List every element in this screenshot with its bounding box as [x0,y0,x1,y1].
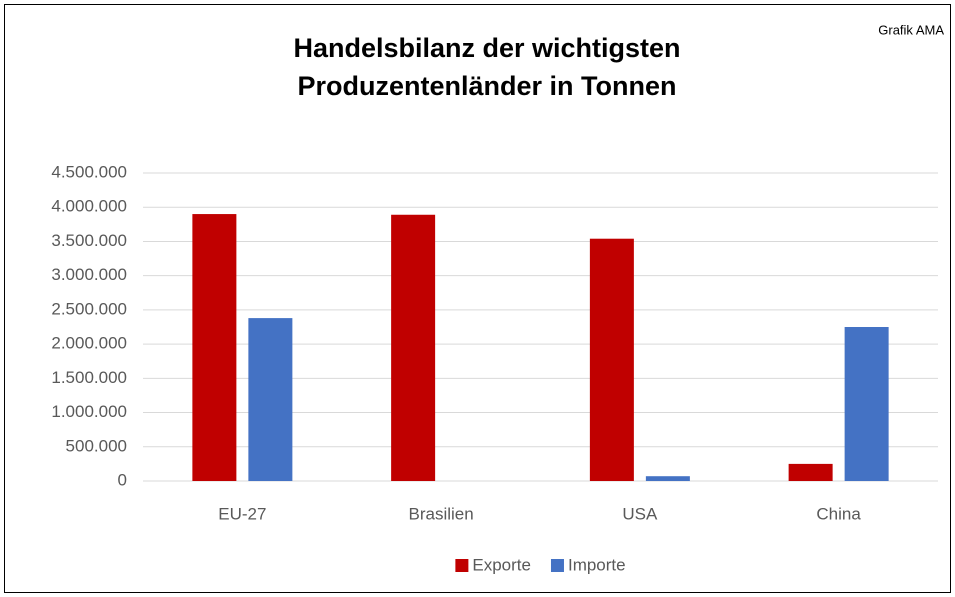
x-tick-label: China [816,504,861,523]
y-tick-label: 2.000.000 [51,334,127,353]
y-tick-label: 4.000.000 [51,197,127,216]
bar [645,476,690,481]
annotation: Grafik AMA [878,22,944,37]
x-tick-label: EU-27 [218,504,266,523]
bar [192,214,237,482]
x-tick-label: Brasilien [409,504,474,523]
y-tick-label: 4.500.000 [51,162,127,181]
legend-label: Exporte [472,555,531,574]
y-tick-label: 3.000.000 [51,265,127,284]
y-tick-label: 1.000.000 [51,402,127,421]
legend-swatch [455,559,469,572]
y-tick-label: 500.000 [66,436,127,455]
y-tick-label: 3.500.000 [51,231,127,250]
y-tick-label: 0 [118,470,127,489]
chart-title: Produzentenländer in Tonnen [297,71,676,101]
legend-swatch [550,559,564,572]
chart-border [4,4,951,593]
x-tick-label: USA [622,504,658,523]
legend-label: Importe [568,555,626,574]
y-tick-label: 2.500.000 [51,299,127,318]
bar [589,238,634,481]
y-tick-label: 1.500.000 [51,368,127,387]
chart-title: Handelsbilanz der wichtigsten [293,33,680,63]
bar [391,214,436,482]
bar [248,318,293,481]
bar [788,463,833,481]
bar [844,327,889,481]
